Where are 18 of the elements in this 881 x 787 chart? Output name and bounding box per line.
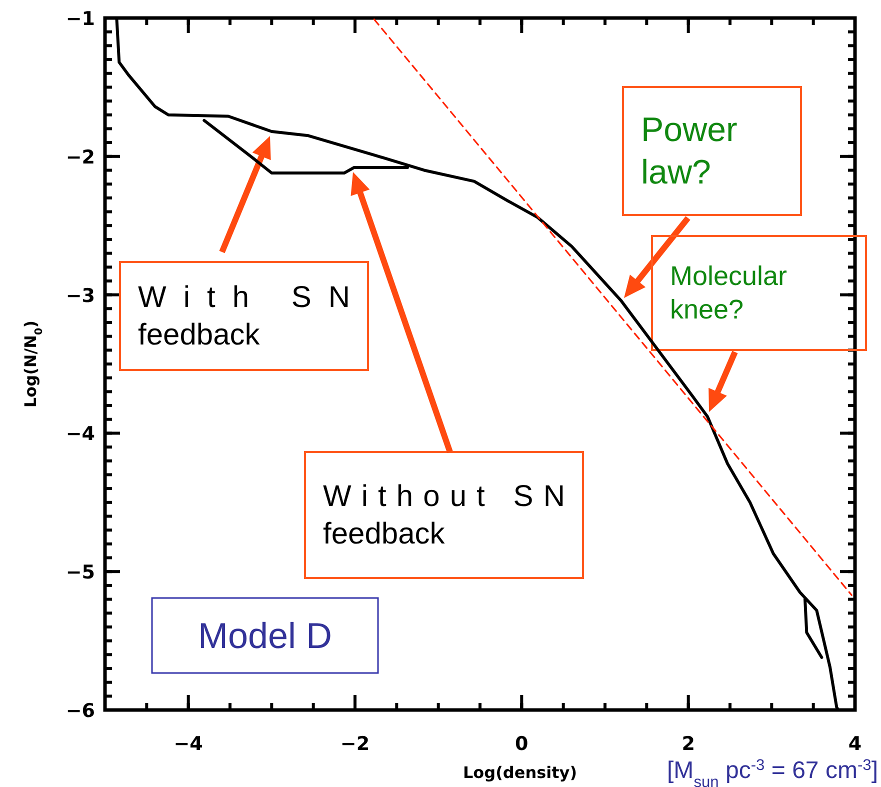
annotation: Without SN feedback xyxy=(323,480,565,550)
y-tick-label: −2 xyxy=(66,146,95,168)
x-tick-label: 4 xyxy=(848,733,862,755)
x-tick-label: −2 xyxy=(340,733,370,755)
y-tick-label: −1 xyxy=(66,8,95,30)
annotation: Molecular knee? xyxy=(670,260,788,325)
x-tick-label: −4 xyxy=(174,733,203,755)
annotation: Power law? xyxy=(641,110,738,192)
y-tick-label: −3 xyxy=(66,284,95,307)
y-tick-label: −6 xyxy=(66,700,95,722)
annotation: Model D xyxy=(198,615,332,656)
y-tick-label: −5 xyxy=(66,562,95,584)
text: [M$_{sun}$ pc$^{-3}$ = 67 cm$^{-3}$] xyxy=(667,756,878,787)
x-tick-label: 2 xyxy=(682,733,695,755)
y-tick-label: −4 xyxy=(66,423,95,446)
x-axis-title: Log(density) xyxy=(462,763,578,782)
x-tick-label: 0 xyxy=(515,733,528,755)
annotation: With SN feedback xyxy=(138,281,350,352)
